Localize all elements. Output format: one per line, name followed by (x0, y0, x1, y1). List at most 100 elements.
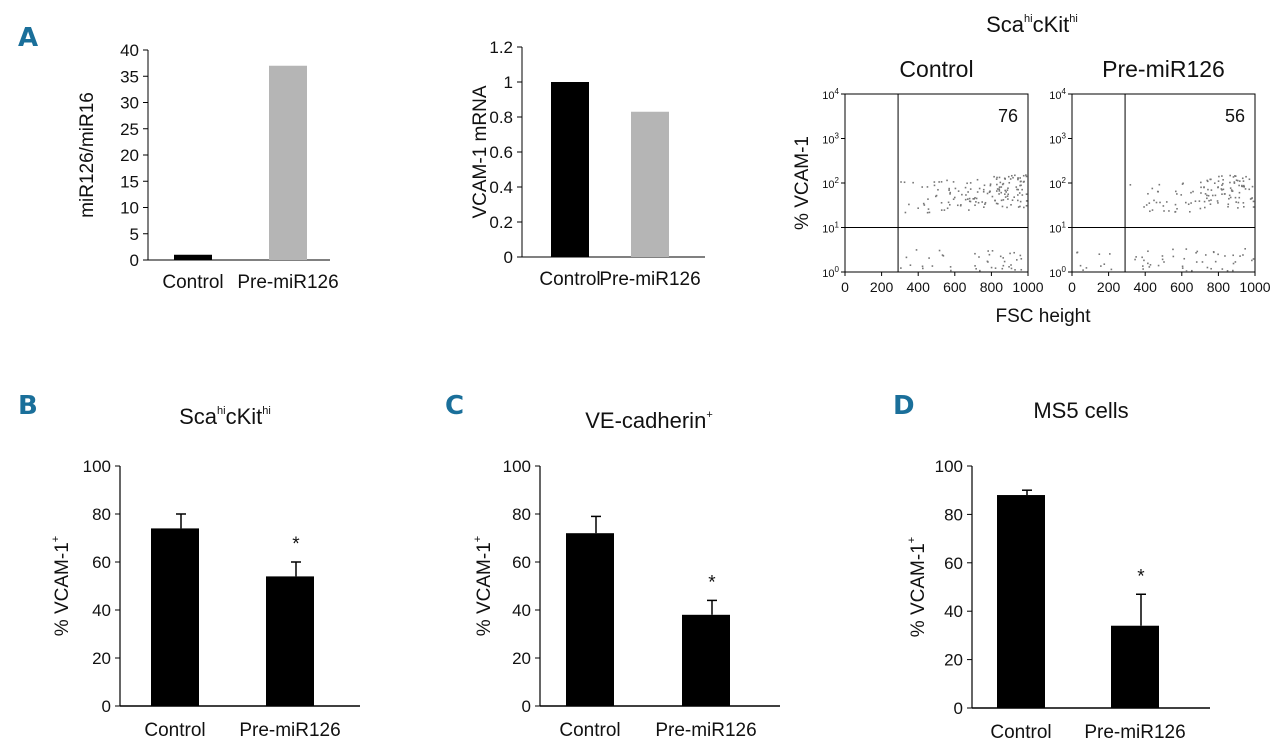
flow-dot (1233, 181, 1236, 183)
flow-dot (900, 267, 902, 269)
flow-dot (1168, 210, 1170, 212)
flow-dot (1025, 174, 1027, 176)
flow-dot (1234, 196, 1237, 199)
flow-dot (928, 257, 930, 259)
flow-dot (1237, 207, 1239, 209)
x-tick-label: 400 (1134, 279, 1158, 295)
flow-dot (1176, 207, 1178, 210)
chart-a-mir126-ratio: 0 5 10 15 20 25 30 35 40 Control Pre-miR126 miR126/… (77, 41, 339, 293)
tick-base: 10 (822, 90, 834, 102)
flow-dot (957, 190, 960, 192)
flow-dot (987, 261, 989, 263)
flow-dot (915, 249, 918, 251)
y-axis-label: VCAM-1 mRNA (470, 85, 491, 218)
flow-dot (969, 188, 972, 190)
x-tick-label: 1000 (1012, 279, 1043, 295)
flow-dot (1209, 203, 1212, 206)
y-label-main: % VCAM-1 (474, 542, 495, 636)
y-axis-label: % VCAM-1 (792, 136, 813, 230)
y-tick-label: 0.8 (489, 108, 513, 127)
x-tick-label: Pre-miR126 (1084, 722, 1185, 743)
flow-dot (1214, 194, 1217, 197)
flow-dot (1217, 186, 1219, 189)
flow-dot (903, 181, 906, 184)
tick-exponent: 3 (1062, 132, 1067, 141)
flow-dot (1006, 189, 1009, 191)
flow-dot (952, 198, 955, 201)
flow-dot (1244, 248, 1246, 250)
flow-dot (1007, 187, 1009, 190)
flow-title: ScahicKithi (986, 12, 1078, 37)
flow-dot (998, 176, 1001, 179)
flow-dot (942, 255, 945, 257)
flow-dot (1180, 194, 1183, 196)
flow-dot (1141, 256, 1143, 259)
tick-base: 10 (822, 268, 834, 280)
flow-dot (995, 202, 998, 205)
flow-dot (1204, 254, 1207, 256)
flow-dot (1147, 262, 1149, 265)
tick-base: 10 (1049, 135, 1061, 147)
flow-dot (1163, 261, 1165, 263)
flow-dot (1025, 204, 1028, 207)
flow-plot-title: Control (899, 56, 973, 82)
flow-dot (937, 188, 939, 191)
flow-dot (1210, 267, 1212, 270)
significance-marker: * (708, 572, 716, 593)
flow-dot (982, 190, 985, 193)
flow-dot (964, 186, 967, 189)
bar-pre-mir126 (682, 614, 730, 706)
flow-dot (989, 183, 992, 185)
flow-dot (927, 198, 929, 200)
flow-dot (922, 202, 925, 205)
flow-dot (1025, 193, 1028, 195)
y-label-main: % VCAM-1 (52, 542, 73, 636)
x-tick-label: Control (162, 272, 223, 293)
flow-dot (995, 178, 998, 180)
x-tick-label: 0 (1068, 279, 1076, 295)
y-tick-label: 101 (822, 221, 839, 236)
flow-dot (1020, 184, 1022, 187)
flow-dot (1165, 201, 1168, 203)
flow-dot (976, 191, 979, 193)
flow-dot (968, 197, 971, 200)
flow-dot (1021, 188, 1023, 191)
y-tick-label: 1.2 (489, 38, 513, 57)
flow-dot (1192, 190, 1194, 193)
x-tick-label: 800 (980, 279, 1004, 295)
y-label-superscript: + (472, 536, 484, 542)
flow-dot (1238, 196, 1241, 199)
flow-dot (969, 182, 972, 184)
flow-dot (1148, 266, 1151, 268)
flow-dot (1206, 179, 1208, 182)
flow-dot (1181, 183, 1184, 185)
flow-dot (1245, 175, 1247, 178)
y-tick-label: 0 (504, 248, 513, 267)
flow-dot (1183, 257, 1186, 260)
flow-dot (1206, 194, 1208, 197)
x-tick-label: Pre-miR126 (237, 272, 338, 293)
bar-pre-mir126 (631, 111, 669, 257)
title-mid: cKit (1033, 12, 1070, 37)
tick-exponent: 2 (835, 176, 840, 185)
x-tick-label: Control (539, 269, 600, 290)
flow-dot (1142, 268, 1144, 270)
y-tick-label: 104 (1049, 87, 1066, 102)
flow-dot (965, 194, 967, 196)
flow-dot (1129, 184, 1132, 186)
flow-dot (1200, 181, 1202, 184)
flow-dot (1002, 264, 1005, 267)
flow-dot (1206, 266, 1209, 269)
flow-dot (1203, 186, 1205, 189)
flow-dot (1252, 200, 1255, 203)
flow-dot (1234, 261, 1237, 263)
flow-dot (1011, 199, 1014, 201)
flow-dot (1229, 196, 1232, 199)
flow-dot (1076, 251, 1078, 254)
flow-dot (967, 191, 969, 193)
flow-dot (933, 181, 936, 183)
tick-base: 10 (1049, 224, 1061, 236)
flow-dot (1007, 193, 1010, 196)
flow-dot (1241, 184, 1243, 187)
